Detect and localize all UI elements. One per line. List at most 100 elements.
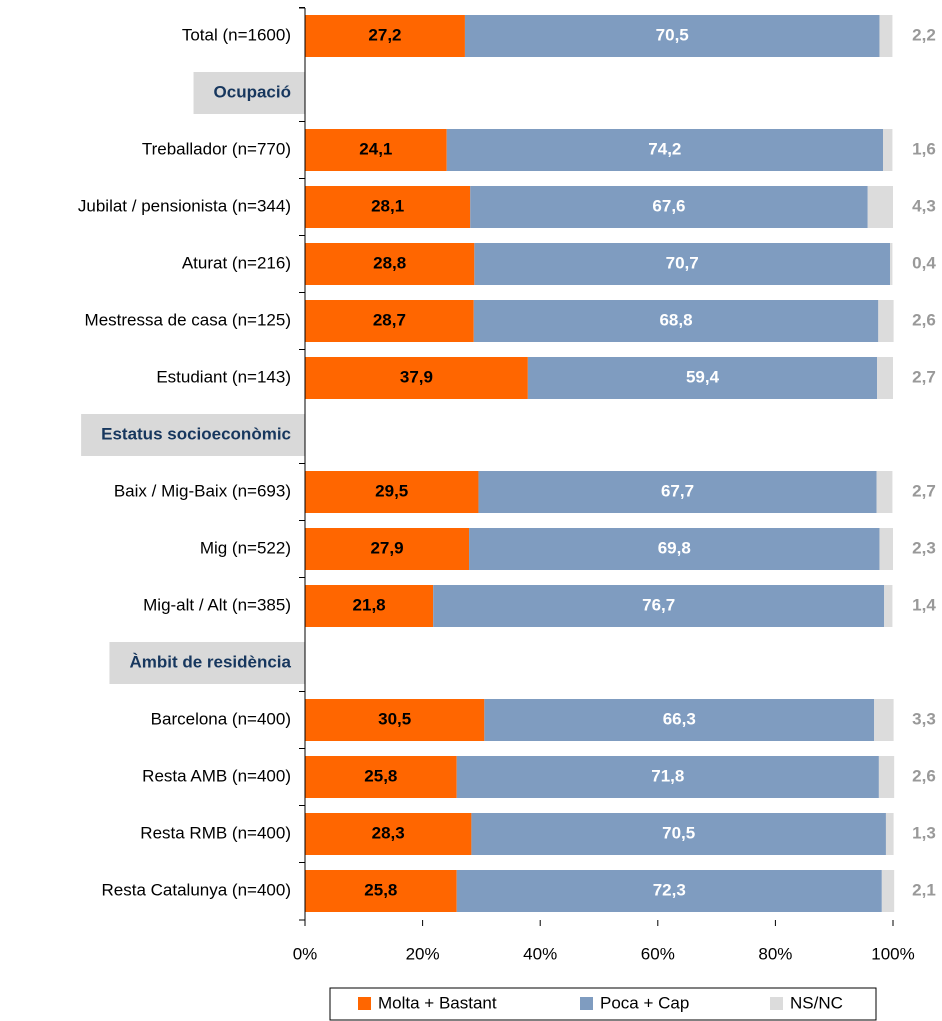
value-label: 3,3 — [912, 709, 936, 728]
value-label: 28,1 — [371, 196, 404, 215]
category-label: Jubilat / pensionista (n=344) — [78, 196, 291, 215]
value-label: 67,6 — [652, 196, 685, 215]
value-label: 68,8 — [659, 310, 692, 329]
x-tick-label: 0% — [293, 944, 318, 963]
legend-label: Poca + Cap — [600, 993, 689, 1012]
value-label: 70,7 — [666, 253, 699, 272]
value-label: 25,8 — [364, 766, 397, 785]
group-header-box — [81, 414, 305, 456]
x-tick-label: 60% — [641, 944, 675, 963]
category-label: Resta AMB (n=400) — [142, 766, 291, 785]
x-tick-label: 100% — [871, 944, 914, 963]
value-label: 69,8 — [658, 538, 691, 557]
bar-segment — [305, 699, 485, 741]
bar-segment — [473, 300, 879, 342]
bar-segment — [470, 186, 868, 228]
category-label: Mestressa de casa (n=125) — [85, 310, 291, 329]
legend-label: NS/NC — [790, 993, 843, 1012]
value-label: 2,6 — [912, 310, 936, 329]
category-label: Total (n=1600) — [182, 25, 291, 44]
value-label: 24,1 — [359, 139, 392, 158]
bar-segment — [456, 756, 879, 798]
bar-segment — [305, 528, 470, 570]
bar-segment — [305, 870, 457, 912]
value-label: 72,3 — [653, 880, 686, 899]
value-label: 66,3 — [663, 709, 696, 728]
x-tick-label: 40% — [523, 944, 557, 963]
group-header-box — [109, 642, 305, 684]
bar-segment — [884, 585, 893, 627]
bar-segment — [305, 585, 434, 627]
value-label: 2,2 — [912, 25, 936, 44]
category-label: Baix / Mig-Baix (n=693) — [114, 481, 291, 500]
value-label: 28,3 — [372, 823, 405, 842]
group-header: Estatus socioeconòmic — [81, 414, 305, 456]
bar-segment — [527, 357, 878, 399]
value-label: 70,5 — [662, 823, 695, 842]
bar-segment — [464, 15, 880, 57]
value-label: 28,8 — [373, 253, 406, 272]
value-label: 29,5 — [375, 481, 408, 500]
bar-segment — [305, 471, 479, 513]
group-header: Àmbit de residència — [109, 642, 305, 684]
value-label: 1,3 — [912, 823, 936, 842]
value-label: 2,7 — [912, 481, 936, 500]
bar-segment — [305, 756, 457, 798]
category-label: Estudiant (n=143) — [156, 367, 291, 386]
bar-segment — [484, 699, 875, 741]
value-label: 25,8 — [364, 880, 397, 899]
group-header-label: Ocupació — [214, 82, 291, 101]
bar-segment — [878, 300, 894, 342]
bar-segment — [885, 813, 894, 855]
bar-segment — [433, 585, 885, 627]
value-label: 1,6 — [912, 139, 936, 158]
category-label: Aturat (n=216) — [182, 253, 291, 272]
bar-segment — [877, 357, 893, 399]
bar-segment — [881, 870, 895, 912]
bar-segment — [446, 129, 884, 171]
value-label: 4,3 — [912, 196, 936, 215]
bar-segment — [474, 243, 891, 285]
value-label: 2,7 — [912, 367, 936, 386]
category-label: Mig-alt / Alt (n=385) — [143, 595, 291, 614]
bar-segment — [867, 186, 893, 228]
bar-segment — [471, 813, 886, 855]
value-label: 1,4 — [912, 595, 936, 614]
value-label: 0,4 — [912, 253, 936, 272]
value-label: 67,7 — [661, 481, 694, 500]
x-tick-label: 20% — [406, 944, 440, 963]
category-label: Mig (n=522) — [200, 538, 291, 557]
value-label: 27,9 — [370, 538, 403, 557]
category-label: Barcelona (n=400) — [151, 709, 291, 728]
value-label: 2,1 — [912, 880, 936, 899]
bar-segment — [305, 129, 447, 171]
category-label: Resta Catalunya (n=400) — [102, 880, 291, 899]
legend-box — [329, 987, 877, 1021]
bar-segment — [469, 528, 880, 570]
value-label: 70,5 — [656, 25, 689, 44]
value-label: 37,9 — [400, 367, 433, 386]
group-header-label: Àmbit de residència — [129, 652, 291, 671]
value-label: 27,2 — [368, 25, 401, 44]
bar-segment — [878, 756, 895, 798]
bar-segment — [883, 129, 893, 171]
bar-segment — [890, 243, 893, 285]
bar-segment — [478, 471, 877, 513]
category-label: Treballador (n=770) — [142, 139, 291, 158]
group-header-label: Estatus socioeconòmic — [101, 424, 291, 443]
value-label: 2,6 — [912, 766, 936, 785]
bar-segment — [305, 15, 465, 57]
value-label: 30,5 — [378, 709, 411, 728]
bar-segment — [456, 870, 882, 912]
bar-segment — [305, 243, 475, 285]
bar-segment — [305, 813, 472, 855]
legend-swatch — [770, 997, 783, 1010]
bar-segment — [879, 528, 893, 570]
value-label: 2,3 — [912, 538, 936, 557]
category-label: Resta RMB (n=400) — [140, 823, 291, 842]
value-label: 76,7 — [642, 595, 675, 614]
value-label: 28,7 — [373, 310, 406, 329]
legend-label: Molta + Bastant — [378, 993, 497, 1012]
group-header-box — [193, 72, 305, 114]
